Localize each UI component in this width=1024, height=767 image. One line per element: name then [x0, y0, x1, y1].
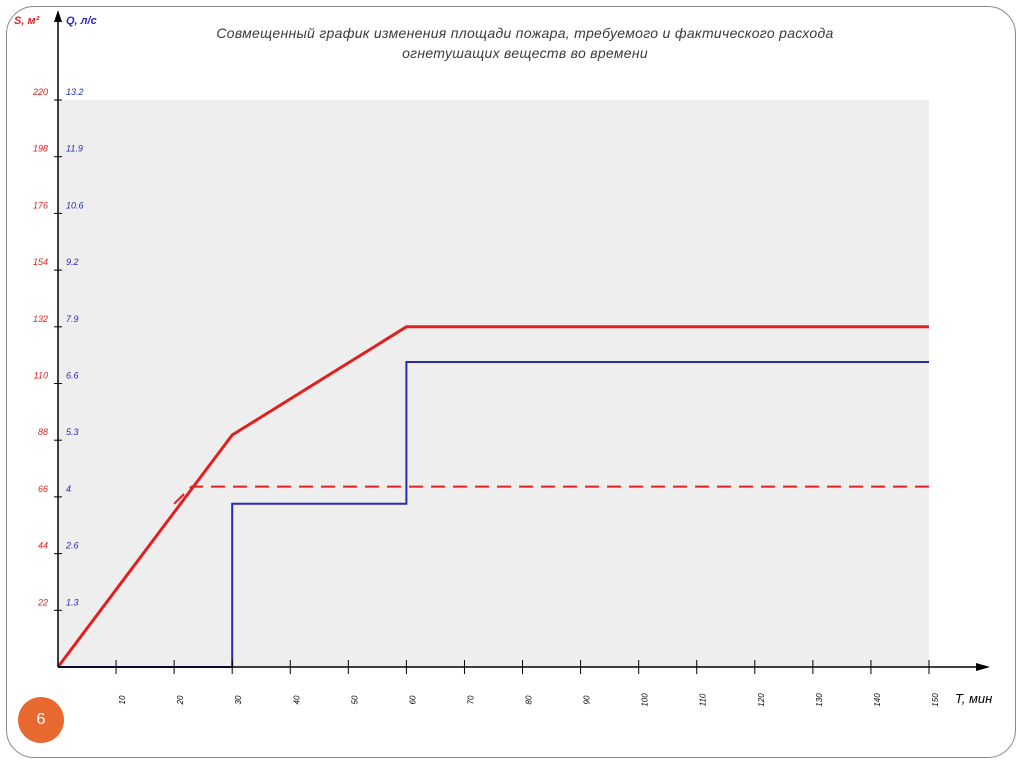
y-tick-label-area: 88: [38, 427, 48, 437]
x-tick-label: 50: [350, 695, 359, 704]
x-tick-label: 40: [292, 695, 301, 704]
x-axis-arrow: [976, 663, 990, 671]
x-tick-label: 130: [815, 693, 824, 707]
y-tick-label-flow: 9.2: [66, 257, 79, 267]
plot-area: [58, 100, 929, 667]
x-tick-label: 120: [757, 693, 766, 707]
y-tick-label-flow: 13.2: [66, 87, 84, 97]
y-axis-label-area: S, м²: [14, 15, 40, 27]
y-tick-label-area: 154: [33, 257, 48, 267]
series-line-1: [56, 325, 929, 668]
y-tick-label-area: 110: [34, 371, 48, 381]
slide-number-badge: 6: [18, 697, 64, 743]
x-tick-label: 90: [583, 695, 592, 704]
y-tick-label-flow: 10.6: [66, 200, 84, 210]
y-tick-label-flow: 7.9: [66, 314, 79, 324]
series-line-2: [173, 485, 929, 505]
y-tick-label-area: 176: [33, 200, 48, 210]
x-tick-label: 80: [525, 695, 534, 704]
x-tick-label: 10: [118, 695, 127, 704]
x-tick-label: 20: [176, 695, 185, 705]
y-tick-label-flow: 5.3: [66, 427, 79, 437]
y-tick-label-flow: 1.3: [66, 597, 79, 607]
y-axis-arrow: [54, 10, 62, 22]
y-tick-label-area: 66: [38, 484, 48, 494]
x-axis-label: T, мин: [955, 691, 992, 706]
y-tick-label-flow: 6.6: [66, 371, 79, 381]
x-tick-label: 140: [873, 693, 882, 707]
y-tick-label-area: 132: [33, 314, 48, 324]
y-tick-label-flow: 11.9: [66, 144, 83, 154]
x-tick-label: 110: [699, 693, 708, 706]
y-axis-label-flow: Q, л/с: [66, 15, 97, 27]
chart-title-line-1: Совмещенный график изменения площади пож…: [216, 25, 834, 41]
y-tick-label-flow: 2.6: [65, 541, 79, 551]
y-tick-label-area: 198: [33, 144, 48, 154]
x-tick-label: 100: [641, 693, 650, 707]
y-tick-label-area: 22: [37, 597, 48, 607]
x-tick-label: 70: [466, 695, 475, 704]
x-tick-label: 30: [234, 695, 243, 704]
y-tick-label-area: 220: [32, 87, 48, 97]
y-tick-label-area: 44: [38, 541, 48, 551]
chart-title-line-2: огнетушащих веществ во времени: [402, 45, 648, 61]
x-tick-label: 60: [408, 695, 417, 704]
y-tick-label-flow: 4: [66, 484, 71, 494]
x-tick-label: 150: [931, 693, 940, 707]
